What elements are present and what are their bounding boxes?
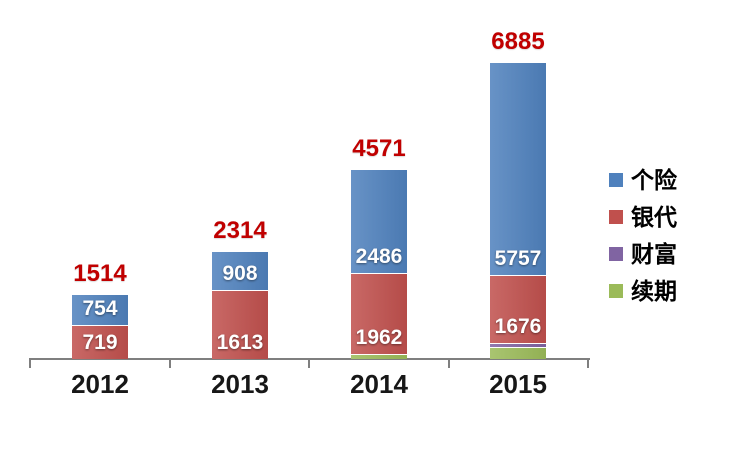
- category-label: 2013: [211, 369, 269, 399]
- x-axis-tick: [29, 358, 31, 368]
- segment-value-label: 1962: [355, 326, 403, 349]
- segment-value-label: 1613: [216, 331, 264, 354]
- legend-label: 个险: [631, 167, 677, 193]
- x-axis-line: [30, 358, 590, 360]
- bar-segment-续期: [490, 347, 546, 359]
- legend-label: 财富: [631, 241, 677, 267]
- bar-segment-银代: 719: [72, 325, 128, 359]
- legend-swatch-icon: [609, 210, 623, 224]
- segment-value-label: 754: [82, 297, 118, 320]
- x-axis-tick: [308, 358, 310, 368]
- x-axis-tick: [168, 358, 171, 368]
- legend-swatch-icon: [609, 284, 623, 298]
- bar-total-label: 4571: [352, 135, 406, 162]
- bar-total-label: 6885: [491, 28, 545, 55]
- bar-segment-银代: 1962: [351, 273, 407, 354]
- legend-item-银代: 银代: [609, 203, 677, 231]
- bar-2012: 754 719: [72, 295, 128, 359]
- bar-segment-个险: 2486: [351, 170, 407, 273]
- bar-2014: 2486 1962: [351, 170, 407, 359]
- legend-item-个险: 个险: [609, 166, 677, 194]
- segment-value-label: 908: [222, 262, 258, 285]
- legend-item-续期: 续期: [609, 277, 677, 305]
- segment-value-label: 719: [82, 331, 118, 354]
- category-label: 2012: [71, 369, 129, 399]
- legend: 个险 银代 财富 续期: [609, 166, 677, 314]
- bar-segment-续期: [351, 354, 407, 359]
- legend-label: 续期: [631, 278, 677, 304]
- category-label: 2015: [489, 369, 547, 399]
- bar-segment-银代: 1613: [212, 290, 268, 359]
- bar-segment-财富: [490, 343, 546, 347]
- segment-value-label: 1676: [494, 315, 542, 338]
- x-axis-tick: [447, 358, 450, 368]
- bar-segment-个险: 754: [72, 295, 128, 325]
- segment-value-label: 2486: [355, 245, 403, 268]
- bar-2013: 908 1613: [212, 252, 268, 359]
- legend-item-财富: 财富: [609, 240, 677, 268]
- category-label: 2014: [350, 369, 408, 399]
- x-axis-tick: [587, 358, 589, 368]
- legend-swatch-icon: [609, 247, 623, 261]
- bar-2015: 5757 1676: [490, 63, 546, 359]
- legend-label: 银代: [631, 204, 677, 230]
- bar-total-label: 2314: [213, 217, 267, 244]
- legend-swatch-icon: [609, 173, 623, 187]
- bar-total-label: 1514: [73, 260, 127, 287]
- bar-segment-个险: 5757: [490, 63, 546, 275]
- bar-segment-银代: 1676: [490, 275, 546, 343]
- bar-segment-个险: 908: [212, 252, 268, 290]
- segment-value-label: 5757: [494, 247, 542, 270]
